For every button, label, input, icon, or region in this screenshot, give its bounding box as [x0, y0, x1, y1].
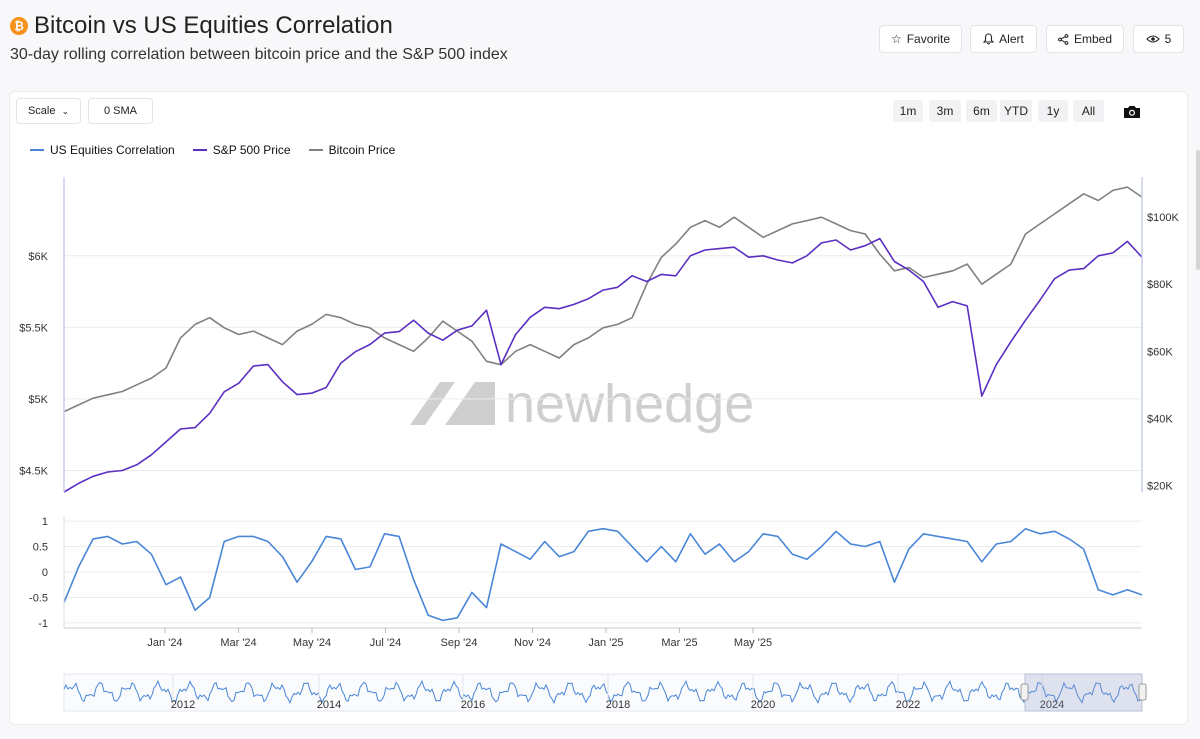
chart-panel	[9, 91, 1188, 725]
x-tick-label: Jan '24	[147, 637, 182, 649]
share-icon	[1058, 33, 1069, 45]
sma-button[interactable]: 0 SMA	[88, 98, 153, 124]
series-line-us-equities-correlation	[63, 527, 1143, 622]
chevron-down-icon: ⌄	[61, 105, 70, 116]
navigator-series-line	[63, 679, 1143, 705]
navigator-handle-left[interactable]	[1020, 683, 1029, 701]
chart-legend: US Equities Correlation S&P 500 Price Bi…	[30, 143, 395, 157]
y-left-tick-label: $4.5K	[19, 466, 48, 478]
navigator-x-tick-label: 2024	[1040, 699, 1064, 711]
y-right-tick-label: $80K	[1147, 279, 1173, 291]
range-all-button[interactable]: All	[1073, 100, 1104, 122]
corr-y-tick-label: -1	[38, 618, 48, 630]
x-tick-label: Nov '24	[514, 637, 551, 649]
watermark-text: newhedge	[505, 374, 754, 434]
x-tick-label: Mar '25	[661, 637, 697, 649]
legend-label: S&P 500 Price	[212, 143, 291, 157]
y-left-tick-label: $5.5K	[19, 322, 48, 334]
bitcoin-icon: ₿	[10, 17, 28, 35]
navigator-x-tick-label: 2018	[606, 699, 630, 711]
navigator-x-tick-label: 2016	[461, 699, 485, 711]
navigator-x-tick-label: 2014	[317, 699, 341, 711]
legend-swatch	[192, 149, 207, 151]
range-ytd-button[interactable]: YTD	[1000, 100, 1032, 122]
watermark-logo-right	[445, 382, 495, 425]
corr-y-tick-label: 0	[42, 567, 48, 579]
star-icon: ☆	[890, 32, 902, 46]
legend-item-bitcoin[interactable]: Bitcoin Price	[308, 143, 396, 157]
legend-label: US Equities Correlation	[50, 143, 175, 157]
x-tick-label: Jul '24	[370, 637, 401, 649]
sma-label: 0 SMA	[103, 105, 137, 117]
legend-item-sp500[interactable]: S&P 500 Price	[192, 143, 291, 157]
corr-y-tick-label: 1	[42, 516, 48, 528]
favorite-label: Favorite	[906, 32, 951, 46]
x-tick-label: Jan '25	[588, 637, 623, 649]
alert-button[interactable]: Alert	[970, 25, 1037, 53]
title-row: ₿ Bitcoin vs US Equities Correlation	[10, 12, 393, 40]
watermark-logo-left	[410, 382, 455, 425]
camera-icon	[1124, 106, 1140, 118]
corr-y-tick-label: -0.5	[29, 592, 48, 604]
corr-y-tick-label: 0.5	[33, 542, 48, 554]
navigator-x-tick-label: 2022	[896, 699, 920, 711]
legend-label: Bitcoin Price	[328, 143, 396, 157]
legend-swatch	[308, 149, 323, 151]
series-line-bitcoin-price	[63, 186, 1143, 413]
x-tick-label: May '25	[734, 637, 772, 649]
y-right-tick-label: $100K	[1147, 212, 1179, 224]
page-title: Bitcoin vs US Equities Correlation	[34, 12, 393, 39]
views-count: 5	[1164, 32, 1172, 46]
watermark: newhedge	[410, 374, 754, 434]
legend-item-correlation[interactable]: US Equities Correlation	[30, 143, 175, 157]
favorite-button[interactable]: ☆ Favorite	[879, 25, 962, 53]
series-line-sp500-price	[63, 237, 1143, 493]
navigator-x-tick-label: 2012	[171, 699, 195, 711]
y-left-tick-label: $6K	[28, 251, 48, 263]
legend-swatch	[30, 149, 44, 151]
navigator-background[interactable]	[63, 673, 1143, 712]
page-header: ₿ Bitcoin vs US Equities Correlation 30-…	[0, 0, 1200, 90]
navigator-x-tick-label: 2020	[751, 699, 775, 711]
eye-icon	[1145, 35, 1160, 43]
scale-dropdown[interactable]: Scale ⌄	[16, 98, 81, 124]
y-right-tick-label: $60K	[1147, 346, 1173, 358]
navigator-selection[interactable]	[1024, 673, 1143, 712]
range-1y-button[interactable]: 1y	[1038, 100, 1068, 122]
bell-icon	[983, 33, 995, 45]
y-left-tick-label: $5K	[28, 394, 48, 406]
y-right-tick-label: $20K	[1147, 480, 1173, 492]
range-1m-button[interactable]: 1m	[893, 100, 923, 122]
embed-button[interactable]: Embed	[1046, 25, 1124, 53]
embed-label: Embed	[1073, 32, 1113, 46]
page-subtitle: 30-day rolling correlation between bitco…	[10, 46, 508, 63]
x-tick-label: Mar '24	[220, 637, 256, 649]
range-3m-button[interactable]: 3m	[929, 100, 961, 122]
x-tick-label: May '24	[293, 637, 331, 649]
y-right-tick-label: $40K	[1147, 413, 1173, 425]
views-button[interactable]: 5	[1133, 25, 1184, 53]
screenshot-button[interactable]	[1120, 102, 1144, 122]
scale-label: Scale	[27, 105, 56, 117]
alert-label: Alert	[999, 32, 1024, 46]
page-scrollbar[interactable]	[1196, 150, 1200, 270]
navigator-handle-right[interactable]	[1138, 683, 1147, 701]
x-tick-label: Sep '24	[441, 637, 478, 649]
range-6m-button[interactable]: 6m	[966, 100, 997, 122]
